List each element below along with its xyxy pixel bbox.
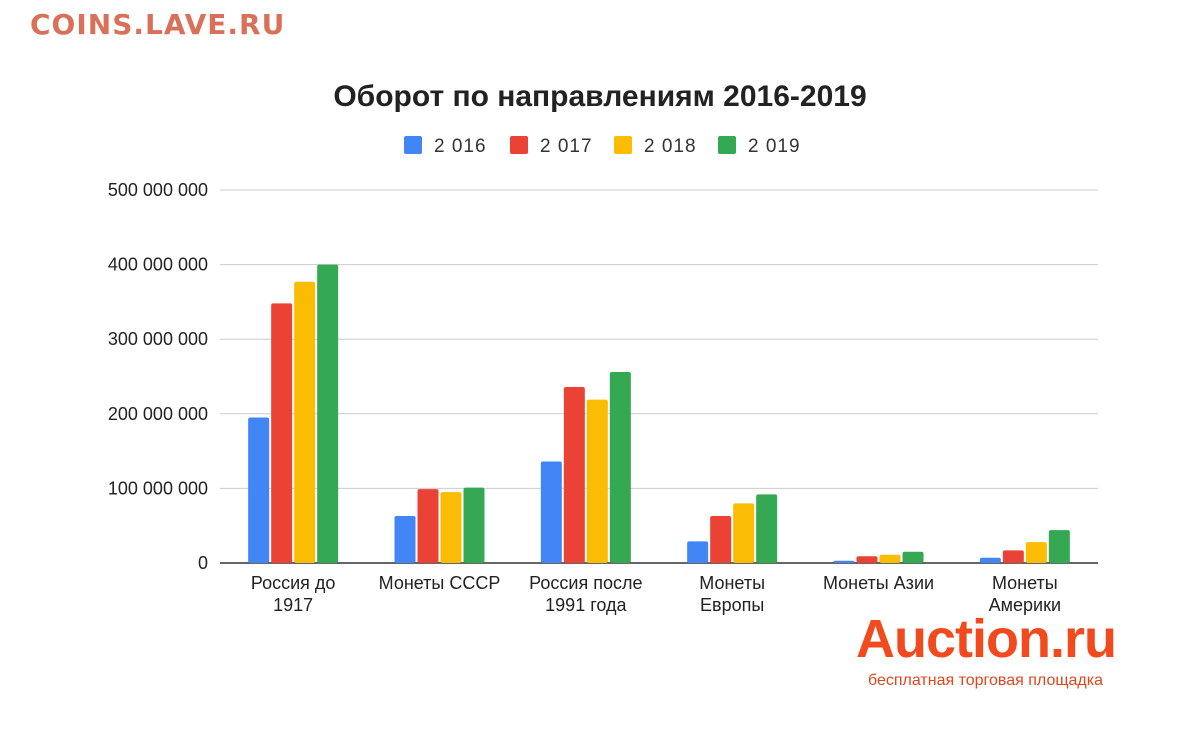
bar [609, 372, 631, 563]
bar [586, 399, 608, 563]
y-axis-ticks: 0 100 000 000 200 000 000 300 000 000 400 00… [108, 180, 208, 573]
legend-label: 2 016 [434, 136, 487, 157]
bar [833, 560, 855, 563]
legend-swatch [614, 136, 632, 154]
y-tick-label: 100 000 000 [108, 478, 208, 498]
x-category-label: Монеты Азии [823, 573, 934, 593]
x-category-label: Монеты Америки [989, 573, 1061, 615]
bar [856, 556, 878, 563]
bar [1002, 550, 1024, 563]
auction-tagline: бесплатная торговая площадка [868, 672, 1103, 689]
bar [710, 516, 732, 563]
bar [879, 554, 901, 563]
bar [979, 557, 1001, 563]
bar [902, 551, 924, 563]
y-tick-label: 0 [198, 553, 208, 573]
bar [540, 461, 562, 563]
bar [294, 281, 316, 563]
bar [756, 494, 778, 563]
y-tick-label: 400 000 000 [108, 255, 208, 275]
bar [394, 516, 416, 563]
legend-label: 2 018 [644, 136, 697, 157]
bar [1048, 530, 1070, 563]
chart-title: Оборот по направлениям 2016-2019 [333, 80, 866, 113]
x-axis-labels: Россия до 1917 Монеты СССР Россия после 1991… [251, 573, 1061, 615]
legend-swatch [718, 136, 736, 154]
watermark-text: COINS.LAVE.RU [30, 8, 286, 41]
y-tick-label: 300 000 000 [108, 329, 208, 349]
x-category-label: Монеты Европы [699, 573, 765, 615]
bar [317, 264, 339, 563]
y-tick-label: 500 000 000 [108, 180, 208, 200]
legend-swatch [510, 136, 528, 154]
bar [248, 417, 270, 563]
x-category-label: Монеты СССР [379, 573, 501, 593]
bar [1025, 542, 1047, 563]
legend-swatch [404, 136, 422, 154]
legend-label: 2 019 [748, 136, 801, 157]
bar [563, 386, 585, 563]
bar [463, 487, 485, 563]
bars [248, 264, 1070, 563]
bar [417, 489, 439, 563]
bar [271, 303, 293, 563]
bar [733, 503, 755, 563]
grid-lines [220, 189, 1098, 564]
legend-label: 2 017 [540, 136, 593, 157]
y-tick-label: 200 000 000 [108, 404, 208, 424]
x-category-label: Россия после 1991 года [529, 573, 642, 615]
bar [440, 492, 462, 563]
x-category-label: Россия до 1917 [251, 573, 336, 615]
auction-logo[interactable]: Auction.ru [856, 609, 1117, 669]
bar [687, 541, 709, 563]
legend: 2 016 2 017 2 018 2 019 [404, 136, 801, 157]
